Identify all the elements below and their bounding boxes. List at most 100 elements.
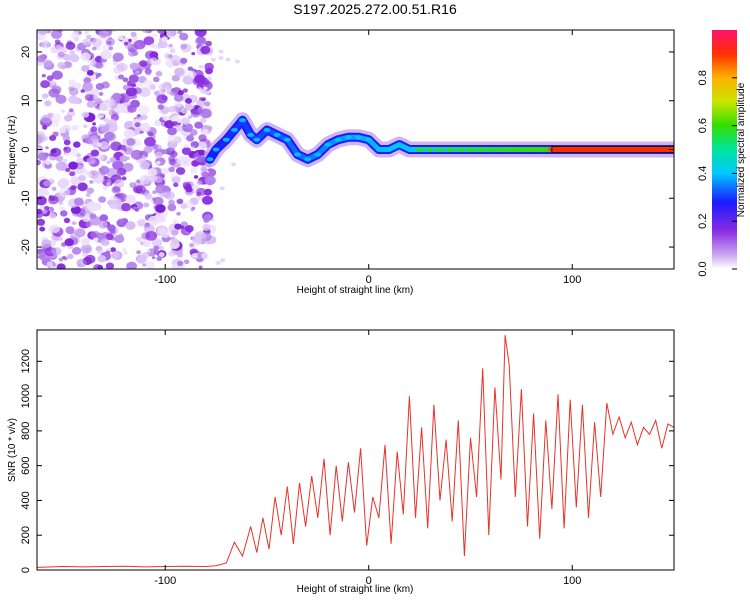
colorbar: 0.0 0.2 0.4 0.6 0.8 Normalized spectral ampl… (697, 30, 747, 277)
noise-speck (98, 196, 107, 203)
colorbar-tick-label: 0.2 (697, 214, 709, 229)
noise-speck (95, 61, 104, 69)
ridge-blob (416, 147, 424, 152)
noise-speck (191, 52, 196, 56)
y-tick-label: 0 (20, 146, 32, 152)
noise-speck (99, 214, 109, 222)
noise-speck (190, 167, 198, 174)
noise-speck (201, 128, 209, 135)
noise-speck (82, 38, 91, 46)
noise-speck (103, 175, 108, 180)
noise-speck (192, 242, 199, 247)
y-tick-label: -20 (20, 239, 32, 255)
noise-speck (86, 100, 96, 108)
noise-speck (107, 178, 112, 183)
noise-speck (122, 77, 129, 83)
ridge-blob (375, 147, 383, 152)
noise-speck (49, 224, 60, 234)
noise-speck (174, 102, 182, 108)
noise-speck (99, 101, 111, 112)
noise-speck (158, 252, 165, 258)
ridge-blob (283, 137, 291, 142)
noise-speck (167, 203, 177, 212)
noise-speck (157, 40, 168, 49)
noise-speck (124, 147, 133, 155)
noise-speck (154, 176, 163, 183)
noise-speck (48, 195, 59, 205)
snr-plot-area (37, 335, 674, 568)
noise-speck (125, 221, 136, 230)
noise-speck (90, 149, 100, 157)
noise-speck (156, 256, 162, 262)
noise-speck (184, 144, 189, 148)
noise-speck (140, 176, 145, 181)
noise-speck (128, 74, 139, 83)
noise-speck (41, 239, 52, 248)
noise-speck (93, 95, 99, 100)
noise-speck (67, 253, 74, 260)
noise-speck (156, 94, 168, 104)
y-tick-label: -10 (20, 190, 32, 206)
y-tick-label: 20 (20, 46, 32, 58)
noise-speck (41, 93, 49, 99)
noise-speck (61, 242, 67, 247)
noise-speck (131, 35, 138, 41)
noise-speck (181, 147, 192, 156)
noise-speck (78, 174, 86, 182)
noise-speck (70, 205, 81, 215)
noise-speck (37, 208, 43, 215)
noise-speck (73, 197, 84, 206)
noise-speck (231, 162, 237, 167)
noise-speck (105, 262, 115, 269)
noise-speck (94, 97, 103, 104)
noise-speck (58, 237, 64, 241)
noise-speck (144, 193, 153, 200)
noise-speck (110, 141, 122, 151)
noise-speck (37, 187, 49, 197)
noise-speck (102, 185, 108, 190)
noise-speck (142, 30, 149, 34)
noise-speck (77, 182, 88, 192)
noise-speck (200, 166, 208, 172)
noise-speck (185, 131, 191, 136)
noise-speck (80, 52, 91, 61)
noise-speck (71, 221, 77, 226)
noise-speck (70, 235, 75, 240)
noise-speck (155, 157, 166, 166)
noise-speck (60, 64, 67, 70)
noise-speck (69, 87, 79, 96)
noise-speck (203, 188, 212, 196)
noise-speck (135, 70, 140, 75)
ridge-blob (385, 147, 393, 152)
noise-speck (118, 35, 124, 40)
noise-speck (63, 53, 72, 61)
x-tick-label: -100 (154, 575, 176, 587)
noise-speck (93, 173, 105, 184)
noise-speck (129, 182, 137, 189)
noise-speck (200, 45, 211, 55)
noise-speck (196, 36, 206, 44)
noise-speck (144, 240, 150, 245)
noise-speck (149, 57, 159, 65)
noise-speck (219, 186, 225, 191)
noise-speck (64, 238, 74, 247)
noise-speck (184, 225, 194, 233)
noise-speck (194, 30, 207, 37)
noise-speck (203, 86, 208, 91)
noise-speck (151, 256, 156, 260)
noise-speck (92, 122, 96, 126)
noise-speck (86, 69, 94, 76)
noise-speck (45, 146, 49, 150)
noise-speck (191, 253, 199, 259)
noise-speck (109, 228, 116, 234)
snr-y-axis-label: SNR (10 * v/v) (7, 418, 18, 482)
noise-speck (130, 31, 137, 37)
noise-speck (98, 91, 104, 96)
noise-speck (98, 30, 109, 39)
noise-speck (201, 237, 207, 243)
noise-speck (125, 195, 136, 204)
y-tick-label: 400 (20, 491, 32, 509)
noise-speck (65, 167, 71, 172)
y-tick-label: 1000 (20, 384, 32, 408)
